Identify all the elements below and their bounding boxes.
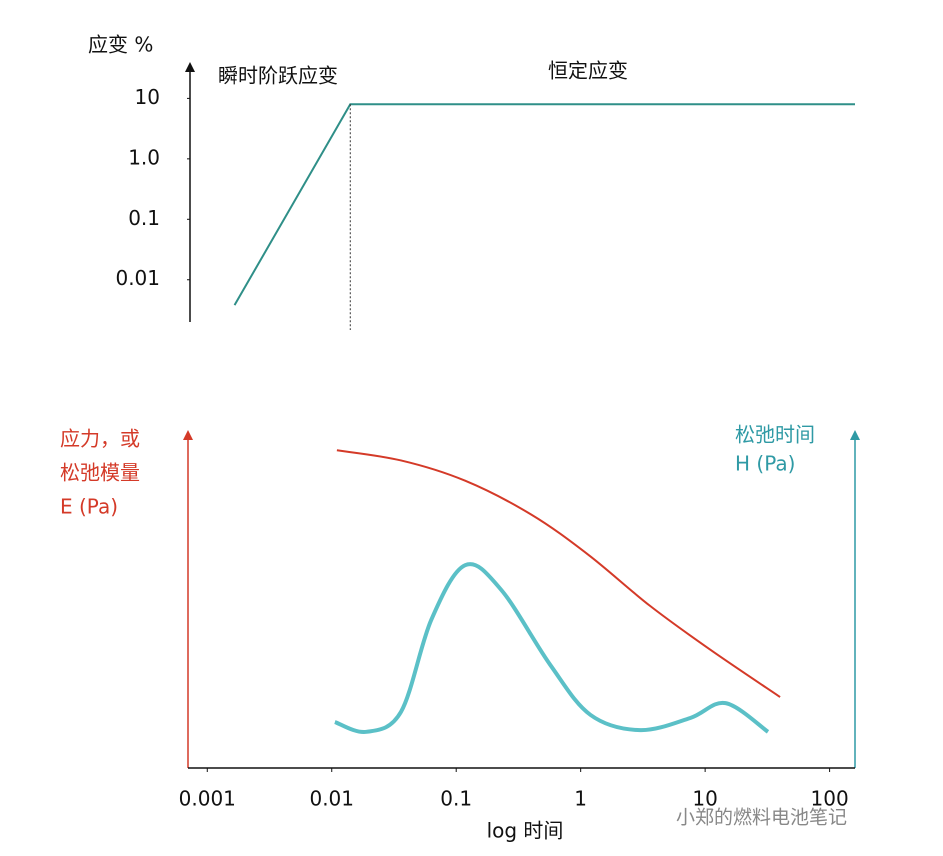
- x-tick-label: 0.1: [440, 787, 472, 811]
- y-label: 应变 %: [88, 33, 153, 57]
- axis-arrow: [183, 430, 193, 440]
- y-tick-label: 0.01: [115, 266, 160, 290]
- x-tick-label: 10: [692, 787, 717, 811]
- y-tick-label: 10: [135, 85, 160, 109]
- series-line: [334, 562, 770, 734]
- series-line: [336, 449, 781, 698]
- annotation: 瞬时阶跃应变: [218, 64, 338, 88]
- y-tick-label: 1.0: [128, 145, 160, 169]
- y2-label: H (Pa): [735, 452, 795, 476]
- x-tick-label: 0.01: [309, 787, 354, 811]
- y-label: 应力，或: [60, 427, 140, 451]
- x-tick-label: 100: [811, 787, 849, 811]
- y-tick-label: 0.1: [128, 206, 160, 230]
- x-tick-label: 1: [574, 787, 587, 811]
- y2-label: 松弛时间: [735, 423, 815, 447]
- x-tick-label: 0.001: [179, 787, 236, 811]
- y-label: 松弛模量: [60, 461, 140, 485]
- axis-arrow: [185, 62, 195, 72]
- annotation: 恒定应变: [548, 59, 628, 83]
- y-label: E (Pa): [60, 495, 118, 519]
- series-line: [233, 103, 855, 306]
- axis-arrow: [850, 430, 860, 440]
- x-label: log 时间: [487, 819, 564, 843]
- watermark: 小郑的燃料电池笔记: [676, 807, 847, 829]
